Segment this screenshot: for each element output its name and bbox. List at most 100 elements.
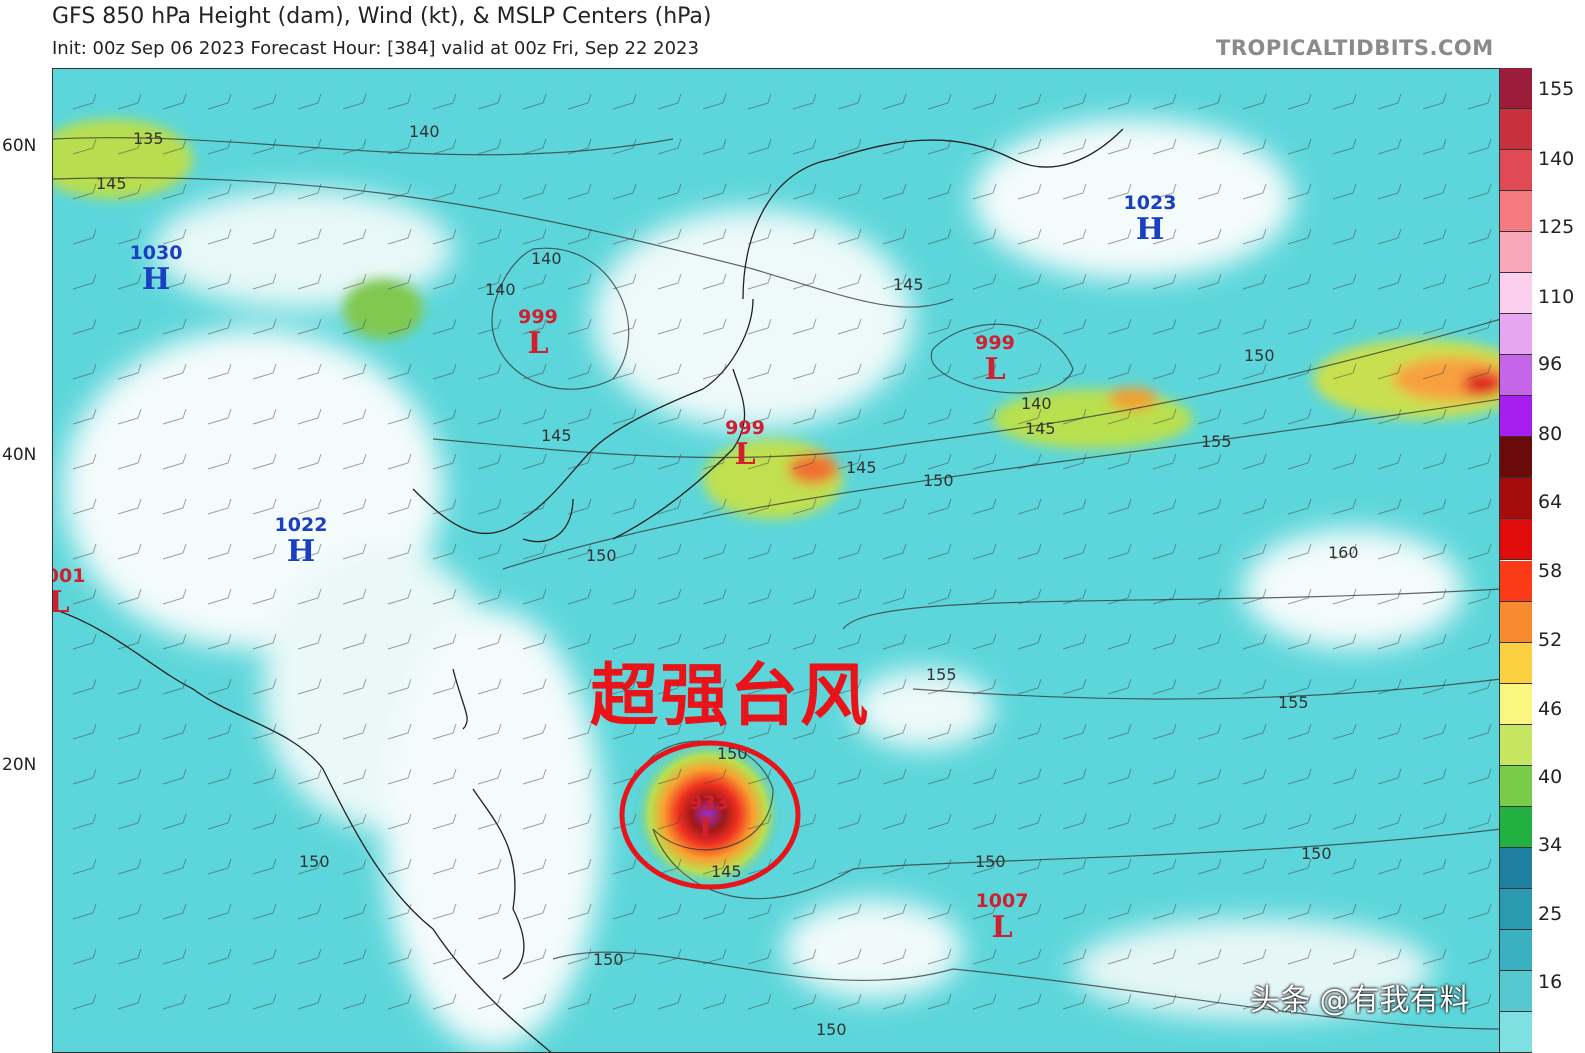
wind-barb [1107, 543, 1132, 560]
wind-barb [1197, 588, 1222, 605]
wind-barb [612, 228, 637, 245]
wind-barb [1422, 993, 1447, 1010]
wind-barb [117, 723, 142, 740]
wind-barb [1467, 678, 1492, 695]
wind-barb [567, 858, 592, 875]
wind-barb [657, 813, 682, 830]
wind-barb [1377, 138, 1402, 155]
wind-barb [1242, 363, 1267, 380]
wind-barb [297, 363, 322, 380]
wind-barb [702, 903, 727, 920]
wind-barb [1467, 768, 1492, 785]
wind-barb [387, 138, 412, 155]
wind-barb [522, 543, 547, 560]
wind-barb [702, 588, 727, 605]
wind-barb [702, 273, 727, 290]
wind-barb [342, 453, 367, 470]
wind-barb [612, 543, 637, 560]
pressure-value: 999 [725, 417, 765, 439]
wind-barb [972, 453, 997, 470]
wind-barb [612, 498, 637, 515]
wind-barb [297, 408, 322, 425]
wind-barb [1152, 408, 1177, 425]
wind-barb [837, 453, 862, 470]
wind-barb [747, 228, 772, 245]
wind-barb [837, 588, 862, 605]
colorbar-label: 155 [1538, 78, 1575, 100]
wind-barb [1062, 633, 1087, 650]
colorbar-label: 80 [1538, 423, 1563, 445]
wind-barb [522, 723, 547, 740]
wind-barb [252, 543, 277, 560]
wind-barb [387, 678, 412, 695]
wind-barb [1377, 453, 1402, 470]
wind-barb [747, 408, 772, 425]
wind-barb [927, 228, 952, 245]
wind-barb [837, 318, 862, 335]
wind-barb [252, 273, 277, 290]
wind-barb [1332, 723, 1357, 740]
pressure-type-letter: L [53, 585, 70, 620]
wind-barb [117, 498, 142, 515]
wind-barb [882, 498, 907, 515]
colorbar-swatch [1500, 68, 1532, 110]
wind-barb [1287, 228, 1312, 245]
wind-barb [297, 588, 322, 605]
wind-barb [1332, 273, 1357, 290]
wind-barb [477, 858, 502, 875]
wind-barb [567, 768, 592, 785]
wind-barb [792, 948, 817, 965]
colorbar-swatch [1500, 724, 1532, 766]
wind-barb [387, 723, 412, 740]
wind-barb [1422, 273, 1447, 290]
wind-barb [117, 228, 142, 245]
wind-barb [927, 273, 952, 290]
wind-barb [162, 723, 187, 740]
wind-barb [1467, 588, 1492, 605]
wind-barb [72, 948, 97, 965]
wind-barb [882, 768, 907, 785]
pressure-value: 1023 [1124, 192, 1177, 214]
wind-barb [522, 498, 547, 515]
wind-barb [207, 588, 232, 605]
wind-barb [612, 318, 637, 335]
wind-barb [252, 93, 277, 110]
wind-barb [972, 228, 997, 245]
wind-barb [342, 363, 367, 380]
wind-barb [1287, 678, 1312, 695]
wind-barb [522, 183, 547, 200]
wind-barb [1107, 768, 1132, 785]
wind-barb [477, 183, 502, 200]
wind-barb [1287, 363, 1312, 380]
colorbar-swatch [1500, 314, 1532, 356]
wind-barb [207, 453, 232, 470]
wind-barb [1062, 543, 1087, 560]
wind-barb [1017, 138, 1042, 155]
wind-barb [522, 93, 547, 110]
wind-barb [927, 723, 952, 740]
wind-barb [1017, 183, 1042, 200]
wind-barb [162, 768, 187, 785]
wind-barb [1287, 183, 1312, 200]
wind-barb [567, 138, 592, 155]
wind-barb [882, 633, 907, 650]
wind-barb [612, 813, 637, 830]
wind-barb [117, 408, 142, 425]
wind-barb [702, 498, 727, 515]
wind-barb [1062, 138, 1087, 155]
wind-barb [837, 138, 862, 155]
colorbar-swatch [1500, 232, 1532, 274]
wind-barb [1467, 813, 1492, 830]
wind-barb [882, 183, 907, 200]
wind-barb [927, 678, 952, 695]
wind-barb [342, 723, 367, 740]
wind-barb [747, 723, 772, 740]
wind-barb [1287, 273, 1312, 290]
map-subtitle: Init: 00z Sep 06 2023 Forecast Hour: [38… [52, 38, 699, 59]
wind-barb [702, 318, 727, 335]
wind-barb [1287, 93, 1312, 110]
wind-barb [342, 138, 367, 155]
wind-barb [207, 318, 232, 335]
